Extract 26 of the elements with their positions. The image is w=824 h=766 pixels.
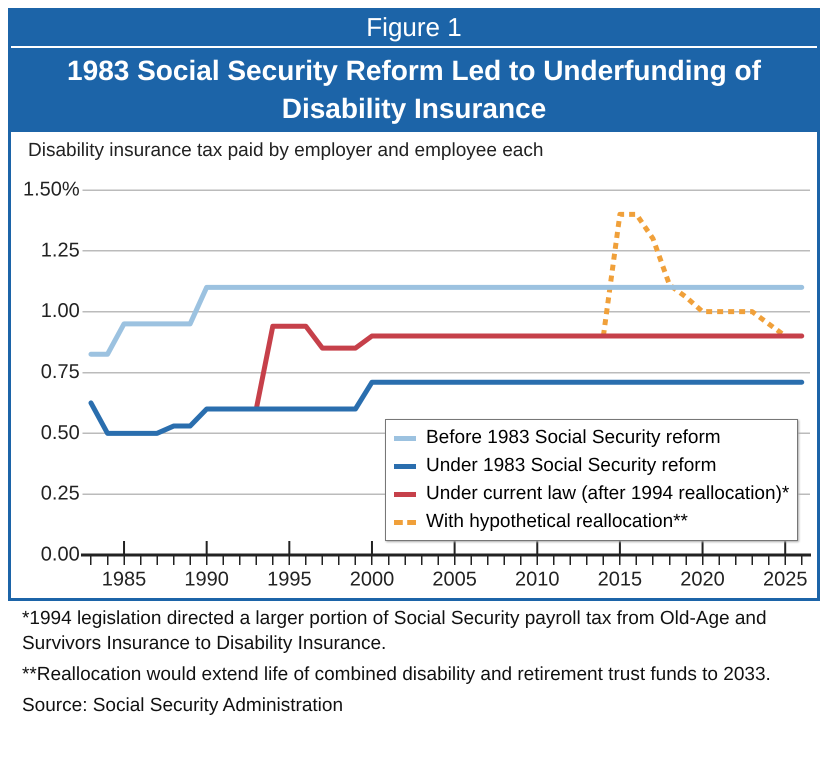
text: **Reallocation would extend life of combined disability and retirement trust funds to 2033. xyxy=(22,663,772,687)
x-tick-label: 2000 xyxy=(350,568,394,591)
x-tick-label: 1985 xyxy=(102,568,146,591)
y-tick-label: 0.50 xyxy=(40,422,80,444)
y-axis-title: Disability insurance tax paid by employer and employee each xyxy=(28,140,544,162)
y-tick-label: 0.25 xyxy=(40,482,80,505)
x-tick-label: 2025 xyxy=(762,568,808,591)
y-tick-label: 1.25 xyxy=(40,239,80,262)
y-tick-label: 0.75 xyxy=(40,361,80,384)
chart-subtitle: Figure 1 xyxy=(8,8,820,46)
y-tick-label: 0.00 xyxy=(40,544,80,566)
x-tick-label: 1990 xyxy=(184,568,229,591)
chart-title: 1983 Social Security Reform Led to Underfunding of Disability Insurance xyxy=(8,48,820,132)
y-tick-label: 1.00 xyxy=(40,300,80,322)
legend-label: Before 1983 Social Security reform xyxy=(426,427,721,449)
legend-label: With hypothetical reallocation** xyxy=(426,511,688,533)
x-tick-label: 2010 xyxy=(515,568,560,591)
x-tick-label: 2020 xyxy=(680,568,725,591)
x-tick-label: 1995 xyxy=(267,568,312,591)
legend-label: Under 1983 Social Security reform xyxy=(426,455,716,477)
text: *1994 legislation directed a larger portion of Social Security payroll tax from Old-Age and Survivors Insurance to Disability Insurance. xyxy=(22,607,768,656)
x-tick-label: 2005 xyxy=(432,568,477,591)
legend-label: Under current law (after 1994 reallocation)* xyxy=(426,483,790,505)
y-tick-label: 1.50% xyxy=(22,178,80,201)
source-note: Source: Social Security Administration xyxy=(22,694,344,718)
x-tick-label: 2015 xyxy=(598,568,642,591)
